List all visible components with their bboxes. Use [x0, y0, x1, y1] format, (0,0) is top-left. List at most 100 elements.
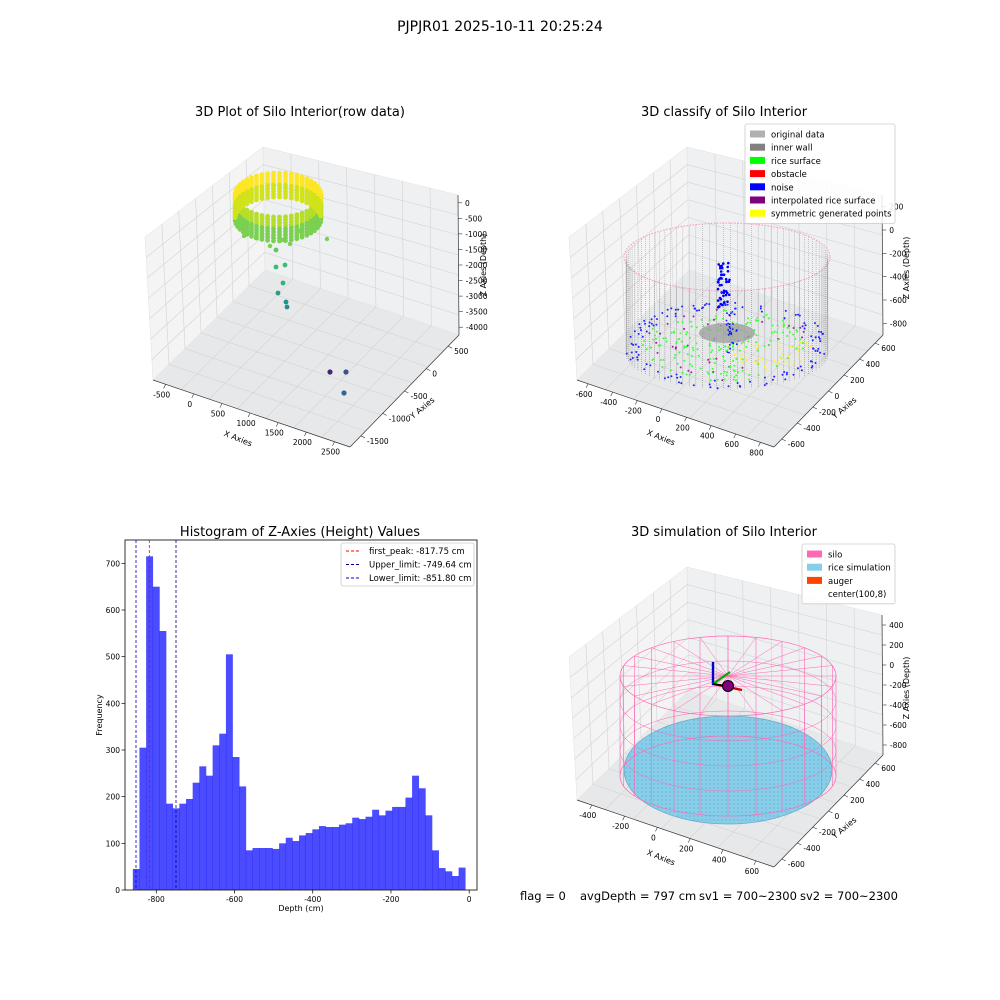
rice-simulation-point	[721, 763, 723, 765]
rice-simulation-point	[709, 731, 711, 733]
histogram-bar	[378, 815, 386, 890]
classify-surface-point	[738, 349, 741, 352]
histogram-y-tick-label: 0	[115, 886, 120, 895]
rice-simulation-point	[665, 803, 667, 805]
rice-simulation-point	[677, 791, 679, 793]
rice-simulation-point	[789, 763, 791, 765]
rice-simulation-point	[665, 743, 667, 745]
rice-simulation-point	[725, 779, 727, 781]
rice-simulation-point	[729, 759, 731, 761]
rice-simulation-point	[817, 775, 819, 777]
rice-simulation-point	[705, 799, 707, 801]
rice-simulation-point	[709, 791, 711, 793]
rice-simulation-point	[637, 763, 639, 765]
rice-simulation-point	[637, 767, 639, 769]
rice-simulation-point	[709, 771, 711, 773]
raw-gridline	[149, 216, 459, 319]
raw-data-point	[280, 237, 286, 243]
rice-simulation-point	[785, 751, 787, 753]
simulation-y-tick-mark	[781, 858, 786, 862]
rice-simulation-point	[753, 799, 755, 801]
classify-surface-point	[630, 342, 633, 345]
rice-simulation-point	[681, 743, 683, 745]
classify-legend-frame	[744, 123, 896, 224]
rice-simulation-point	[801, 795, 803, 797]
classify-surface-point	[662, 337, 665, 340]
classify-surface-point	[679, 376, 682, 378]
rice-simulation-point	[713, 723, 715, 725]
classify-noise-point	[727, 334, 730, 336]
rice-simulation-point	[809, 775, 811, 777]
classify-surface-point	[818, 337, 821, 340]
classify-noise-point	[727, 329, 730, 331]
rice-simulation-point	[717, 771, 719, 773]
classify-gridline	[572, 199, 883, 299]
classify-surface-point	[775, 365, 778, 368]
classify-x-tick-label: 600	[725, 440, 740, 449]
rice-simulation-point	[737, 783, 739, 785]
rice-simulation-point	[705, 759, 707, 761]
rice-simulation-point	[749, 775, 751, 777]
rice-simulation-point	[669, 807, 671, 809]
classify-surface-point	[743, 348, 746, 351]
rice-simulation-point	[661, 795, 663, 797]
classify-x-tick-label: 800	[749, 448, 764, 457]
classify-surface-point	[644, 322, 646, 325]
raw-z-tick-label: 0	[465, 199, 470, 208]
classify-surface-point	[795, 329, 798, 332]
classify-surface-point	[725, 349, 728, 352]
rice-simulation-point	[797, 803, 799, 805]
classify-surface-point	[732, 312, 735, 315]
classify-surface-point	[755, 334, 758, 337]
classify-surface-point	[736, 382, 739, 384]
rice-simulation-point	[713, 779, 715, 781]
rice-simulation-point	[701, 775, 703, 777]
classify-surface-point	[727, 385, 730, 388]
rice-simulation-point	[813, 763, 815, 765]
classify-surface-point	[792, 360, 795, 363]
classify-surface-point	[749, 380, 751, 383]
histogram-bar	[318, 826, 326, 890]
rice-simulation-point	[773, 763, 775, 765]
rice-simulation-point	[637, 791, 639, 793]
panel-title-simulation: 3D simulation of Silo Interior	[631, 525, 818, 540]
rice-simulation-point	[717, 763, 719, 765]
classify-noise-point	[726, 300, 729, 304]
rice-simulation-point	[813, 759, 815, 761]
rice-simulation-point	[785, 763, 787, 765]
rice-simulation-point	[665, 771, 667, 773]
rice-simulation-point	[705, 779, 707, 781]
rice-simulation-point	[817, 783, 819, 785]
classify-surface-point	[816, 350, 819, 352]
classify-surface-point	[676, 376, 679, 379]
rice-simulation-point	[765, 759, 767, 761]
classify-surface-point	[786, 357, 789, 360]
rice-simulation-point	[685, 759, 687, 761]
simulation-y-tick-label: -200	[819, 828, 836, 837]
rice-simulation-point	[761, 803, 763, 805]
rice-simulation-point	[749, 815, 751, 817]
classify-surface-point	[708, 383, 711, 386]
rice-simulation-point	[825, 779, 827, 781]
rice-simulation-point	[693, 815, 695, 817]
rice-simulation-point	[649, 763, 651, 765]
rice-simulation-point	[653, 787, 655, 789]
rice-simulation-point	[773, 759, 775, 761]
classify-surface-point	[695, 309, 698, 312]
simulation-x-tick-label: -400	[579, 811, 596, 820]
histogram-bar	[272, 848, 280, 890]
rice-simulation-point	[793, 751, 795, 753]
rice-simulation-point	[793, 747, 795, 749]
rice-simulation-point	[713, 743, 715, 745]
raw-y-tick-mark	[404, 390, 409, 394]
rice-simulation-point	[785, 767, 787, 769]
classify-surface-point	[728, 365, 731, 368]
rice-simulation-point	[661, 747, 663, 749]
classify-surface-point	[706, 371, 709, 373]
classify-surface-point	[673, 331, 675, 334]
rice-simulation-point	[689, 735, 691, 737]
rice-simulation-point	[785, 807, 787, 809]
rice-simulation-point	[741, 751, 743, 753]
rice-simulation-point	[677, 771, 679, 773]
rice-simulation-point	[677, 767, 679, 769]
